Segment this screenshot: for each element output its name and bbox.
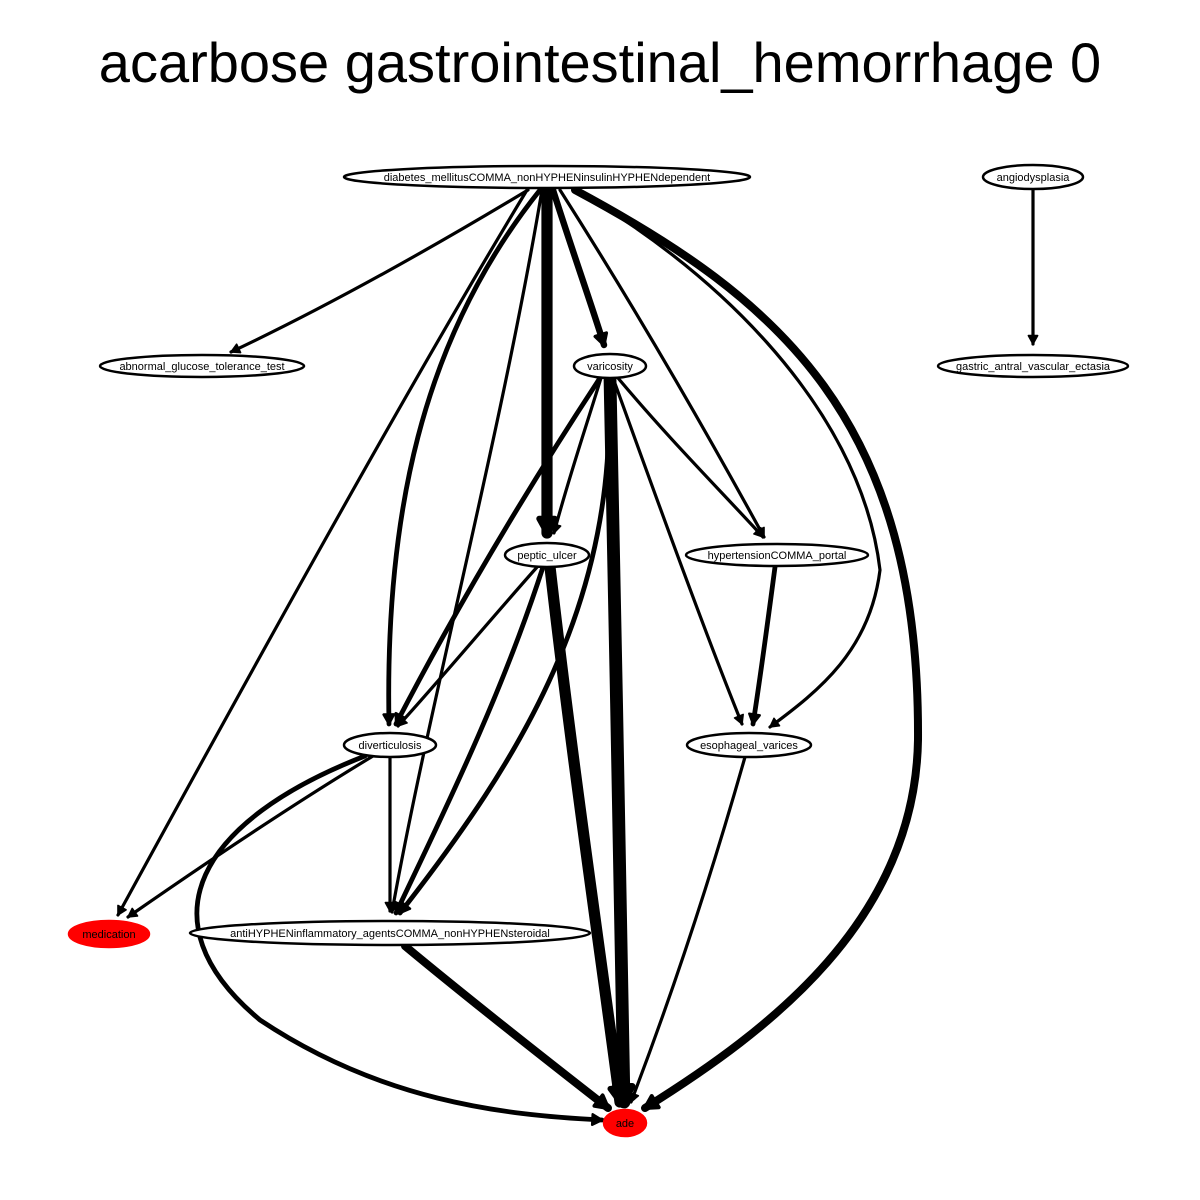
node-shape: [342, 731, 438, 759]
arrowhead-varicosity-to-esophageal-varices: [733, 713, 744, 725]
arrowhead-peptic-ulcer-to-ade: [607, 1083, 629, 1105]
diagram-title: acarbose gastrointestinal_hemorrhage 0: [99, 31, 1101, 94]
edge-diabetes-to-nsaids: [390, 188, 544, 914]
node-peptic-ulcer: peptic_ulcer: [503, 541, 591, 569]
node-label: medication: [82, 929, 135, 941]
edge-diverticulosis-to-ade: [194, 753, 605, 1123]
edge-peptic-ulcer-to-nsaids: [393, 564, 546, 916]
node-diabetes: diabetes_mellitusCOMMA_nonHYPHENinsulinH…: [342, 164, 752, 190]
edge-diabetes-to-abnormal-gtt: [229, 188, 530, 354]
edge-diverticulosis-to-medication: [126, 754, 375, 919]
edge-diabetes-to-esophageal-varices: [573, 188, 882, 729]
arrowhead-portal-htn-to-esophageal-varices: [748, 712, 761, 726]
arrowhead-diabetes-to-abnormal-gtt: [230, 343, 242, 354]
node-shape: [685, 731, 813, 759]
node-label: peptic_ulcer: [517, 550, 577, 562]
edge-diabetes-to-ade: [571, 186, 923, 1112]
edge-esophageal-varices-to-ade: [629, 755, 747, 1104]
nodes-layer: diabetes_mellitusCOMMA_nonHYPHENinsulinH…: [67, 163, 1130, 1138]
node-label: esophageal_varices: [700, 740, 798, 752]
node-ade: ade: [602, 1108, 648, 1138]
edge-peptic-ulcer-to-ade: [544, 561, 626, 1108]
edge-peptic-ulcer-to-diverticulosis: [396, 564, 540, 728]
edge-varicosity-to-esophageal-varices: [611, 376, 744, 726]
edge-diabetes-to-portal-htn: [558, 188, 766, 539]
node-diverticulosis: diverticulosis: [342, 731, 438, 759]
node-label: varicosity: [587, 361, 633, 373]
arrowhead-diverticulosis-to-medication: [127, 907, 139, 918]
arrowhead-peptic-ulcer-to-nsaids: [394, 900, 407, 915]
node-shape: [602, 1108, 648, 1138]
edge-portal-htn-to-esophageal-varices: [750, 564, 778, 727]
node-portal-htn: hypertensionCOMMA_portal: [684, 542, 870, 568]
node-label: gastric_antral_vascular_ectasia: [956, 361, 1111, 373]
node-label: diabetes_mellitusCOMMA_nonHYPHENinsulinH…: [384, 172, 711, 184]
node-shape: [981, 163, 1085, 191]
arrowhead-varicosity-to-portal-htn: [753, 526, 764, 538]
edge-varicosity-to-diverticulosis: [393, 375, 603, 727]
arrowhead-angiodysplasia-to-gave: [1027, 334, 1039, 345]
node-gave: gastric_antral_vascular_ectasia: [936, 353, 1130, 379]
edge-varicosity-to-peptic-ulcer: [552, 376, 603, 535]
node-shape: [342, 164, 752, 190]
edge-nsaids-to-ade: [401, 942, 612, 1112]
node-shape: [188, 919, 592, 947]
node-varicosity: varicosity: [572, 352, 648, 380]
arrowhead-esophageal-varices-to-ade: [628, 1091, 640, 1103]
edge-varicosity-to-portal-htn: [616, 376, 765, 539]
arrowhead-nsaids-to-ade: [592, 1093, 610, 1110]
node-label: abnormal_glucose_tolerance_test: [119, 361, 284, 373]
node-shape: [572, 352, 648, 380]
arrowhead-diabetes-to-esophageal-varices: [769, 717, 781, 728]
node-label: antiHYPHENinflammatory_agentsCOMMA_nonHY…: [230, 928, 550, 940]
node-label: hypertensionCOMMA_portal: [708, 550, 847, 562]
node-angiodysplasia: angiodysplasia: [981, 163, 1085, 191]
arrowhead-diverticulosis-to-ade: [590, 1113, 604, 1127]
arrowhead-diabetes-to-diverticulosis: [382, 713, 396, 726]
edge-diabetes-to-varicosity: [549, 186, 608, 349]
arrowhead-diabetes-to-varicosity: [593, 331, 609, 347]
edge-varicosity-to-ade: [603, 371, 631, 1109]
node-shape: [503, 541, 591, 569]
arrowhead-peptic-ulcer-to-diverticulosis: [397, 715, 408, 727]
arrowhead-diverticulosis-to-nsaids: [384, 901, 396, 912]
node-label: angiodysplasia: [997, 172, 1071, 184]
node-label: ade: [616, 1118, 634, 1130]
arrowhead-diabetes-to-ade: [643, 1094, 661, 1110]
node-label: diverticulosis: [359, 740, 422, 752]
node-abnormal-gtt: abnormal_glucose_tolerance_test: [98, 353, 306, 379]
edge-diabetes-to-medication: [116, 188, 529, 917]
node-shape: [67, 919, 151, 949]
node-nsaids: antiHYPHENinflammatory_agentsCOMMA_nonHY…: [188, 919, 592, 947]
node-shape: [684, 542, 870, 568]
edge-diabetes-to-diverticulosis: [386, 187, 543, 727]
arrowhead-varicosity-to-peptic-ulcer: [550, 522, 562, 534]
arrowhead-diabetes-to-peptic-ulcer: [536, 515, 558, 536]
edges-layer: [116, 184, 1039, 1127]
node-shape: [936, 353, 1130, 379]
node-shape: [98, 353, 306, 379]
arrowhead-diabetes-to-medication: [117, 904, 127, 916]
node-esophageal-varices: esophageal_varices: [685, 731, 813, 759]
edge-varicosity-to-nsaids: [397, 375, 612, 916]
node-medication: medication: [67, 919, 151, 949]
